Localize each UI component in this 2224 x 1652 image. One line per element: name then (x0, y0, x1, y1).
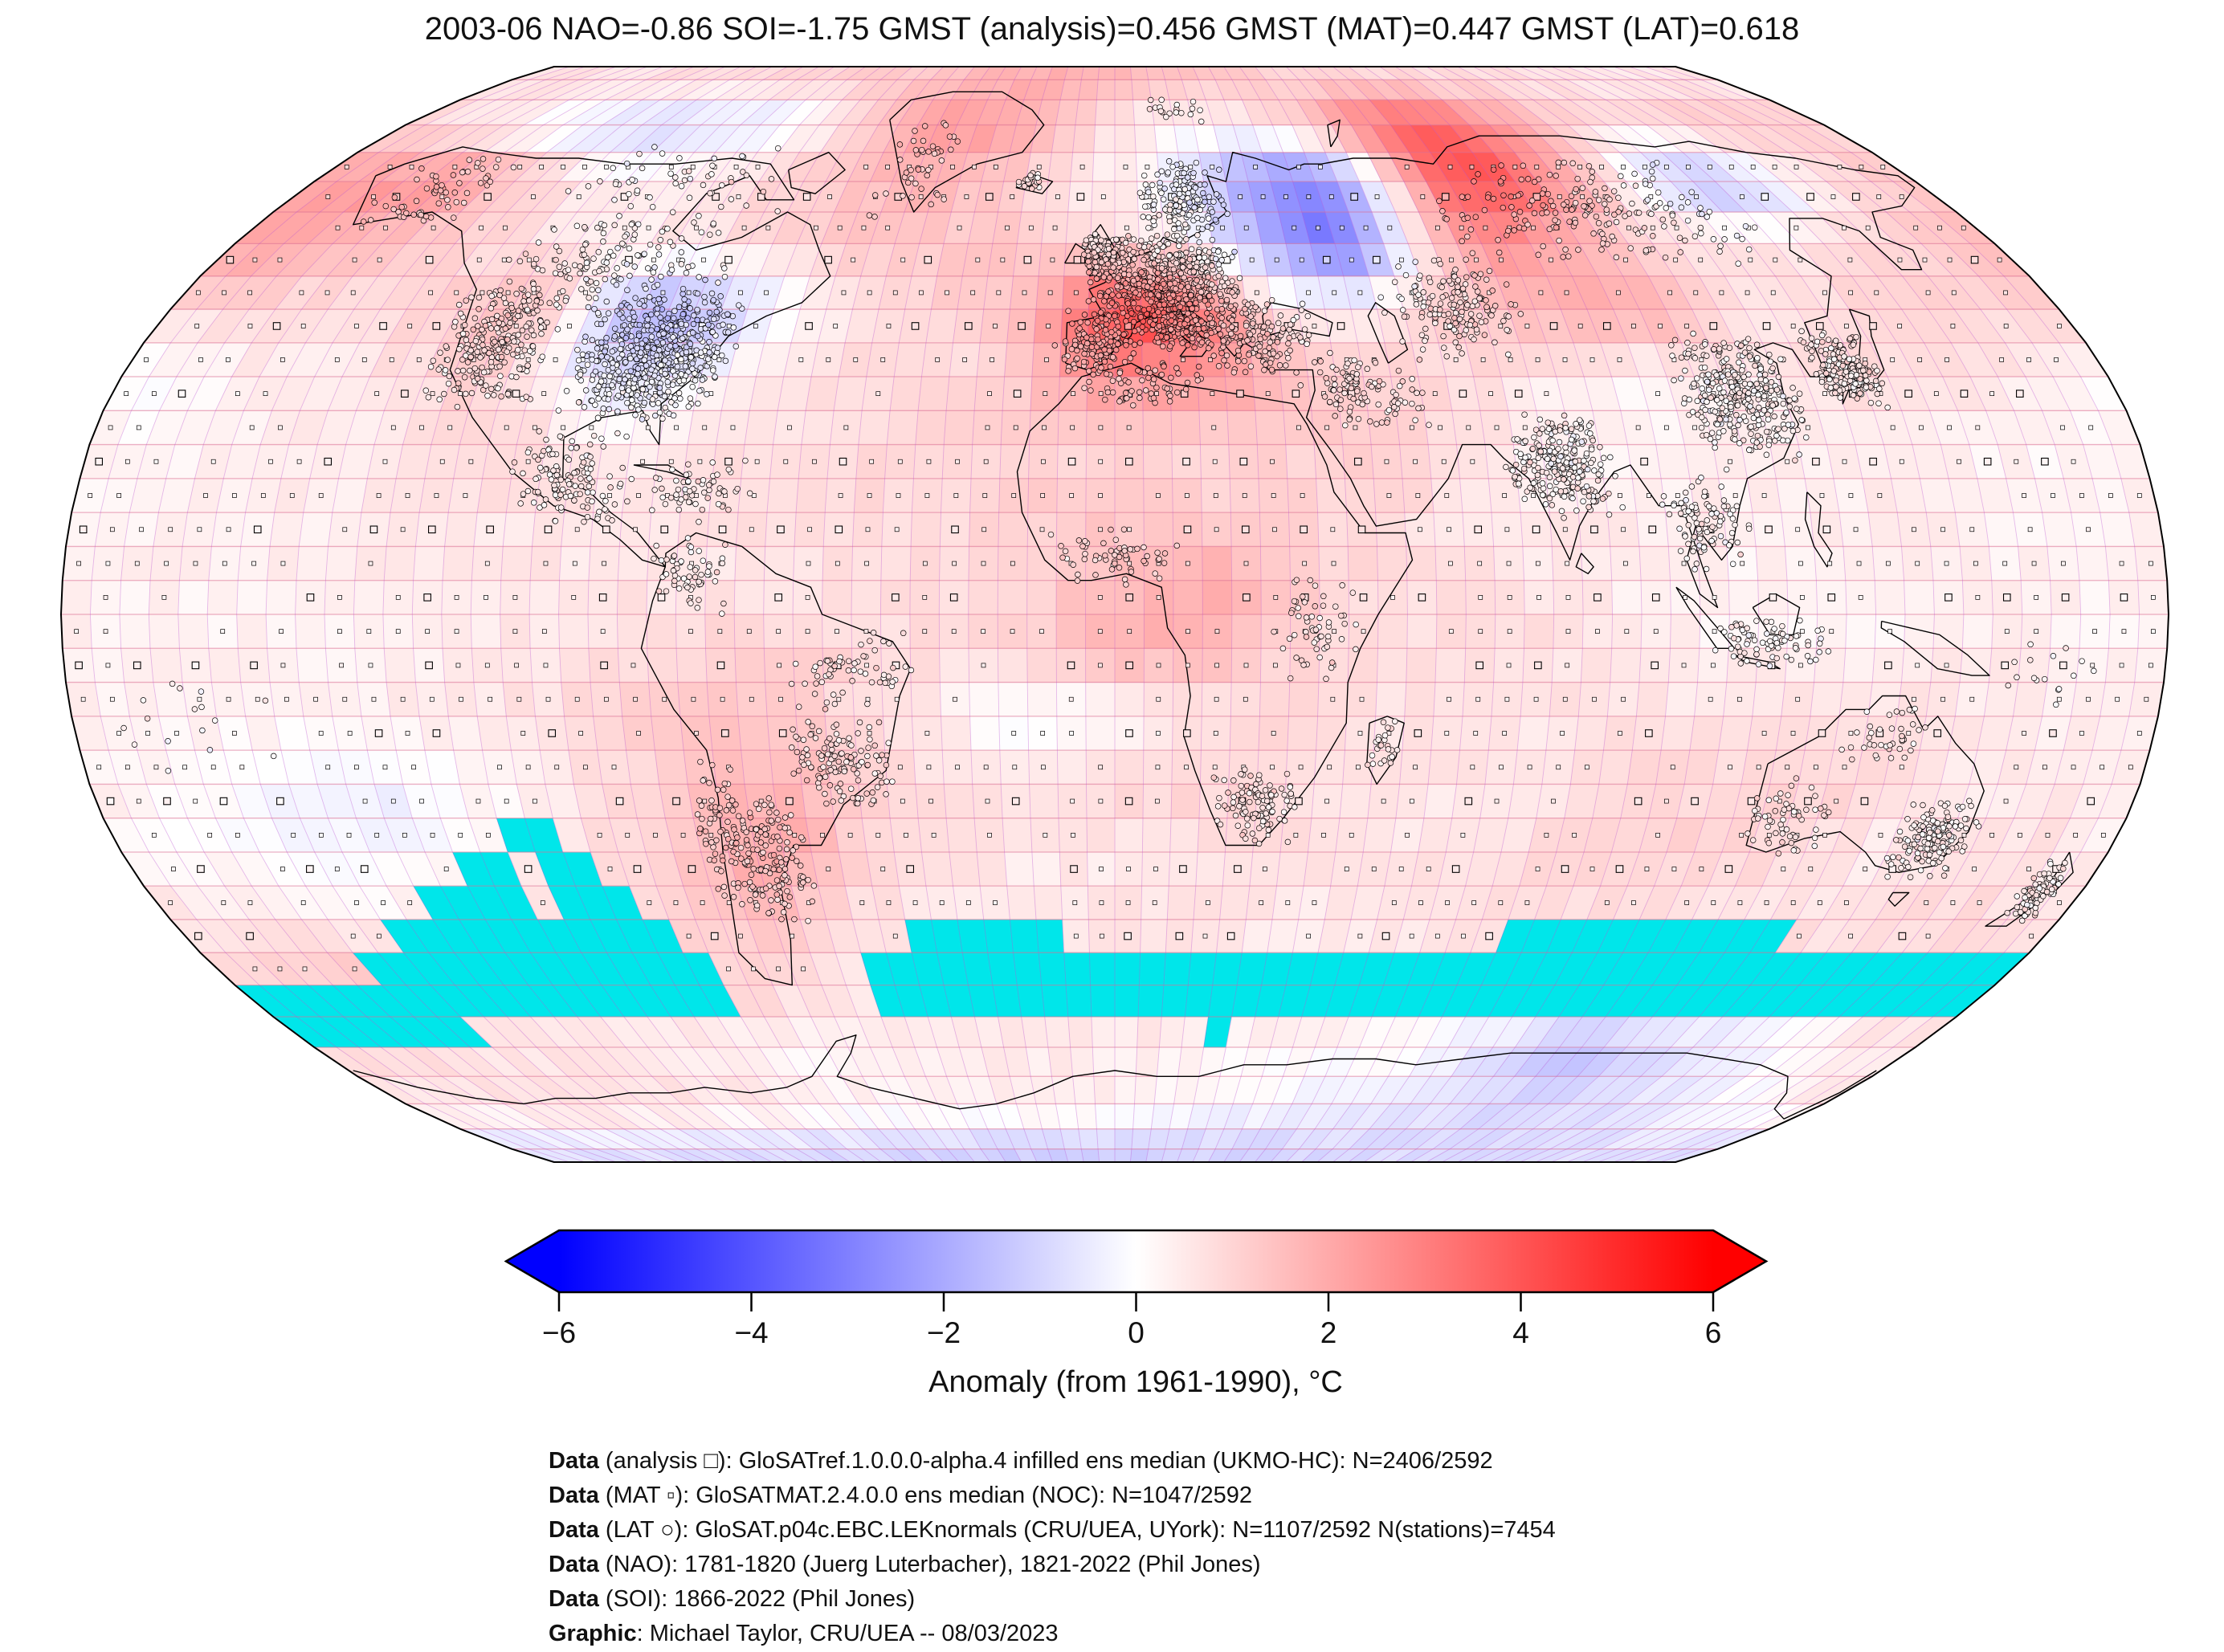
colorbar-label: Anomaly (from 1961-1990), °C (928, 1365, 1343, 1399)
colorbar-tick-label: 0 (1128, 1316, 1145, 1349)
caption-line: Data (NAO): 1781-1820 (Juerg Luterbacher… (549, 1552, 1261, 1577)
colorbar-tick-label: 2 (1320, 1316, 1337, 1349)
caption-line: Data (SOI): 1866-2022 (Phil Jones) (549, 1586, 916, 1612)
colorbar-bar (504, 1229, 1769, 1294)
caption-block: Data (analysis □): GloSATref.1.0.0.0-alp… (549, 1444, 1556, 1651)
caption-line: Data (LAT ○): GloSAT.p04c.EBC.LEKnormals… (549, 1517, 1556, 1543)
caption-line: Graphic: Michael Taylor, CRU/UEA -- 08/0… (549, 1621, 1059, 1646)
caption-line: Data (MAT ▫): GloSATMAT.2.4.0.0 ens medi… (549, 1483, 1253, 1508)
colorbar-tick-label: 4 (1512, 1316, 1529, 1349)
colorbar-tick-label: −2 (926, 1316, 961, 1349)
colorbar-tick-label: 6 (1704, 1316, 1722, 1349)
figure-title: 2003-06 NAO=-0.86 SOI=-1.75 GMST (analys… (424, 11, 1800, 47)
caption-line: Data (analysis □): GloSATref.1.0.0.0-alp… (549, 1448, 1493, 1474)
colorbar-tick-label: −4 (734, 1316, 769, 1349)
colorbar-tick-label: −6 (541, 1316, 577, 1349)
